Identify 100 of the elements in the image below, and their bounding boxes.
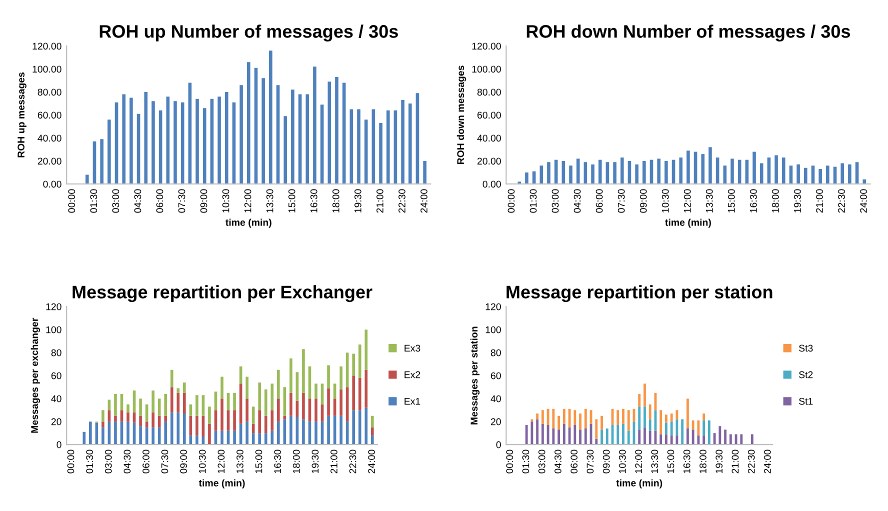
- bar: [558, 416, 560, 430]
- bar: [676, 419, 678, 436]
- x-tick-label: 04:30: [574, 189, 581, 213]
- bar: [627, 410, 630, 431]
- y-tick-label: 40: [490, 395, 501, 402]
- bar: [196, 416, 198, 436]
- bar: [562, 408, 566, 424]
- bar: [258, 410, 262, 434]
- y-tick-label: 100: [46, 326, 62, 334]
- x-tick-label: 09:00: [200, 189, 208, 213]
- bar: [574, 410, 576, 426]
- y-tick-label: 0: [56, 441, 62, 448]
- bar: [152, 390, 154, 412]
- bar: [364, 330, 368, 370]
- bar: [352, 410, 355, 445]
- y-tick-label: 40.00: [38, 134, 62, 142]
- bar: [220, 376, 224, 399]
- bar: [804, 168, 808, 184]
- bar: [139, 426, 142, 445]
- bar: [276, 422, 280, 445]
- bar: [760, 163, 764, 184]
- bar: [394, 110, 398, 184]
- bar: [818, 169, 822, 184]
- y-tick-label: 0.00: [482, 180, 501, 188]
- x-tick-label: 24:00: [860, 189, 867, 213]
- bar: [152, 101, 155, 184]
- bar: [327, 416, 330, 445]
- bar: [702, 435, 706, 445]
- bar: [525, 425, 528, 445]
- legend-label: St1: [799, 398, 813, 405]
- bar: [176, 388, 180, 393]
- bar: [576, 158, 580, 184]
- y-tick-label: 0: [496, 441, 501, 448]
- bar: [232, 102, 236, 184]
- y-tick-label: 20.00: [38, 158, 62, 165]
- bar: [357, 109, 360, 184]
- x-tick-label: 24:00: [420, 189, 428, 213]
- x-tick-label: 15:00: [728, 189, 735, 212]
- bar: [264, 389, 268, 416]
- bar: [358, 410, 362, 445]
- bar: [642, 160, 646, 184]
- x-tick-label: 01:30: [530, 189, 537, 213]
- bar: [182, 392, 186, 414]
- bar: [202, 395, 205, 416]
- bar: [686, 150, 690, 184]
- bar: [164, 416, 168, 422]
- x-tick-label: 19:30: [716, 450, 723, 474]
- bar: [665, 434, 668, 445]
- bar: [379, 123, 382, 184]
- bar: [102, 410, 104, 422]
- bar: [92, 141, 96, 184]
- bar: [740, 434, 743, 445]
- bar: [170, 387, 174, 412]
- bar: [102, 427, 104, 445]
- bar: [536, 419, 539, 445]
- bar: [340, 416, 342, 445]
- bar: [616, 410, 620, 426]
- y-axis-title: Messages per station: [470, 326, 480, 424]
- bar: [541, 424, 544, 445]
- bar: [584, 428, 587, 445]
- bar: [638, 406, 641, 430]
- bar: [622, 408, 624, 424]
- bar: [540, 166, 544, 184]
- bar: [598, 160, 602, 184]
- bar: [525, 172, 528, 184]
- bar: [530, 419, 534, 422]
- bar: [327, 388, 330, 416]
- y-tick-label: 20: [51, 418, 62, 426]
- bar: [606, 428, 608, 445]
- y-tick-label: 80.00: [38, 88, 62, 96]
- bar: [328, 82, 332, 184]
- x-tick-label: 12:00: [218, 450, 225, 474]
- x-tick-label: 21:00: [816, 189, 823, 213]
- bar: [176, 412, 180, 445]
- bar: [233, 430, 236, 445]
- bar: [660, 410, 662, 434]
- bar: [233, 392, 236, 410]
- x-tick-label: 22:30: [748, 450, 755, 474]
- x-tick-label: 12:00: [684, 189, 691, 212]
- x-tick-label: 01:30: [86, 450, 94, 474]
- bar: [358, 378, 362, 410]
- x-tick-label: 04:30: [134, 189, 142, 213]
- bar: [558, 430, 560, 445]
- bar: [350, 109, 354, 184]
- bar: [139, 398, 142, 416]
- x-tick-label: 24:00: [368, 450, 375, 474]
- bar: [258, 382, 262, 410]
- x-tick-label: 03:00: [112, 189, 120, 213]
- bar: [752, 152, 756, 184]
- x-tick-label: 10:30: [618, 450, 626, 474]
- bar: [164, 394, 168, 416]
- bar: [246, 422, 248, 445]
- bar: [536, 414, 539, 420]
- x-tick-label: 19:30: [354, 189, 362, 212]
- bar: [122, 94, 126, 184]
- x-tick-label: 03:00: [104, 450, 112, 474]
- bar: [210, 98, 214, 184]
- bar: [246, 398, 248, 422]
- bar: [416, 93, 420, 184]
- bar: [600, 430, 603, 445]
